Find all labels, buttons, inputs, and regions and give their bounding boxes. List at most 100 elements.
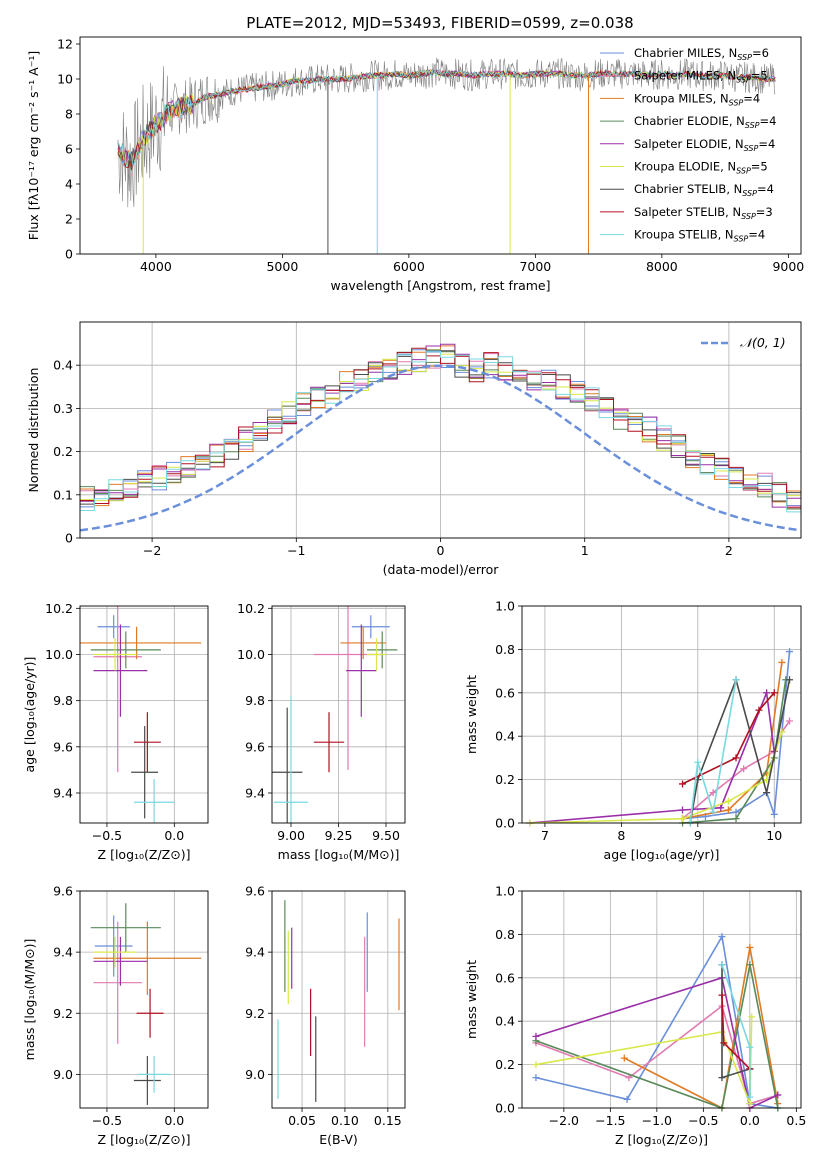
weight-series-chabrier_elodie (682, 679, 787, 824)
y-tick-label: 9.6 (245, 739, 265, 754)
y-tick-label: 0.0 (495, 816, 515, 831)
x-tick-label: 9.00 (277, 828, 305, 843)
y-axis-label: Flux [fλ10⁻¹⁷ erg cm⁻² s⁻¹ A⁻¹] (26, 51, 41, 240)
y-tick-label: 0.4 (53, 358, 73, 373)
legend-subscript: SSP (742, 189, 757, 198)
weight-marker (774, 1091, 782, 1099)
x-tick-label: 4000 (140, 259, 172, 274)
weight-marker (532, 1032, 540, 1040)
y-tick-label: 1.0 (495, 884, 515, 899)
y-tick-label: 9.4 (53, 785, 73, 800)
errorbar-point (351, 615, 390, 639)
legend-text: Kroupa STELIB, N (634, 228, 734, 242)
legend-count: =5 (751, 160, 768, 174)
y-tick-label: 9.0 (53, 1067, 73, 1082)
x-tick-label: −0.5 (92, 1113, 122, 1128)
y-tick-label: 9.8 (245, 693, 265, 708)
legend-subscript: SSP (736, 167, 751, 176)
x-tick-label: −2.0 (549, 1113, 579, 1128)
y-tick-label: 0.2 (53, 444, 73, 459)
errorbar-point (367, 638, 386, 671)
errorbar-point (137, 1056, 171, 1093)
mass-vs-z-panel: −0.5 0.0 9.0 9.2 9.4 9.6 Z [log₁₀(Z/Z⊙)] mass [… (22, 884, 209, 1147)
axes-frame (79, 36, 802, 255)
weight-marker (709, 808, 717, 816)
weight-marker (718, 961, 726, 969)
weight-marker (679, 806, 687, 814)
legend-count: =4 (748, 228, 765, 242)
errorbar-point (93, 936, 137, 968)
weight-lines (532, 933, 782, 1112)
weight-marker (620, 1054, 628, 1062)
histogram-lines (80, 343, 801, 532)
weight-marker (786, 648, 794, 656)
weight-series-kroupa_elodie (535, 1016, 753, 1104)
x-tick-label: 2 (725, 543, 733, 558)
y-tick-label: 2 (65, 212, 73, 227)
y-tick-label: 10.2 (237, 601, 265, 616)
x-axis-label: Z [log₁₀(Z/Z⊙)] (615, 1132, 708, 1147)
residuals-panel: −2 −1 0 1 2 0 0.1 0.2 0.3 0.4 (data-model)/error No… (26, 321, 802, 577)
weight-marker (732, 676, 740, 684)
legend-subscript: SSP (741, 212, 756, 221)
legend-entry: Kroupa MILES, NSSP=4 (634, 91, 760, 107)
y-tick-label: 9.6 (53, 884, 73, 899)
y-tick-label: 0.2 (495, 1057, 515, 1072)
errorbar-point (97, 615, 130, 639)
y-tick-label: 0.0 (495, 1101, 515, 1116)
weight-marker (746, 1093, 754, 1101)
errorbar-point (313, 712, 345, 773)
errorbar-point (80, 626, 202, 660)
x-tick-label: −1.0 (642, 1113, 672, 1128)
weight-series-salpeter_stelib (682, 692, 775, 785)
weight-marker (724, 806, 732, 814)
x-tick-label: 0.5 (786, 1113, 806, 1128)
x-tick-label: 9.25 (325, 828, 353, 843)
errorbar-point (272, 707, 303, 823)
spectrum-lines (117, 57, 776, 254)
x-axis-label: age [log₁₀(age/yr)] (604, 847, 720, 862)
errorbar-point (93, 936, 148, 986)
x-tick-label: −1.5 (595, 1113, 625, 1128)
x-tick-label: −0.5 (688, 1113, 718, 1128)
legend-entry: 𝒩(0, 1) (740, 335, 786, 350)
weight-marker (732, 754, 740, 762)
weight-series-kroupa_miles (623, 947, 779, 1110)
weight-marker (679, 780, 687, 788)
x-tick-label: 9 (694, 828, 702, 843)
weight-marker (718, 933, 726, 941)
weight-marker (709, 789, 717, 797)
y-tick-label: 0.4 (495, 729, 515, 744)
errorbar-point (93, 606, 142, 773)
errorbar-point (367, 631, 398, 669)
weight-marker (732, 808, 740, 816)
axes-frame (271, 890, 406, 1109)
x-tick-label: 9000 (772, 259, 804, 274)
weight-series-salpeter_elodie (535, 976, 779, 1110)
weight-marker (746, 961, 754, 969)
weight-series-kroupa_stelib (689, 679, 737, 824)
axes-frame (79, 321, 802, 539)
errorbar-point (133, 712, 161, 773)
x-tick-label: 0.0 (164, 828, 184, 843)
legend-count: =4 (758, 137, 775, 151)
legend-count: =5 (751, 69, 768, 83)
weight-marker (740, 765, 748, 773)
legend-text: Chabrier ELODIE, N (634, 114, 745, 128)
errorbars (90, 903, 202, 1105)
y-tick-label: 9.8 (53, 693, 73, 708)
x-axis-label: Z [log₁₀(Z/Z⊙)] (98, 847, 191, 862)
x-axis-label: Z [log₁₀(Z/Z⊙)] (98, 1132, 191, 1147)
x-axis-label: wavelength [Angstrom, rest frame] (330, 278, 550, 293)
spectrum-panel: 4000 5000 6000 7000 8000 9000 0 2 4 6 8 10 12 wavelen… (26, 37, 804, 294)
x-tick-label: 0.15 (374, 1113, 402, 1128)
weight-lines (526, 648, 794, 827)
errorbar-point (90, 903, 161, 953)
y-tick-label: 10.0 (237, 647, 265, 662)
y-tick-label: 0.4 (495, 1014, 515, 1029)
errorbars (80, 606, 202, 823)
weight-marker (694, 758, 702, 766)
y-tick-label: 4 (65, 177, 73, 192)
legend-entry: Salpeter ELODIE, NSSP=4 (634, 137, 775, 153)
